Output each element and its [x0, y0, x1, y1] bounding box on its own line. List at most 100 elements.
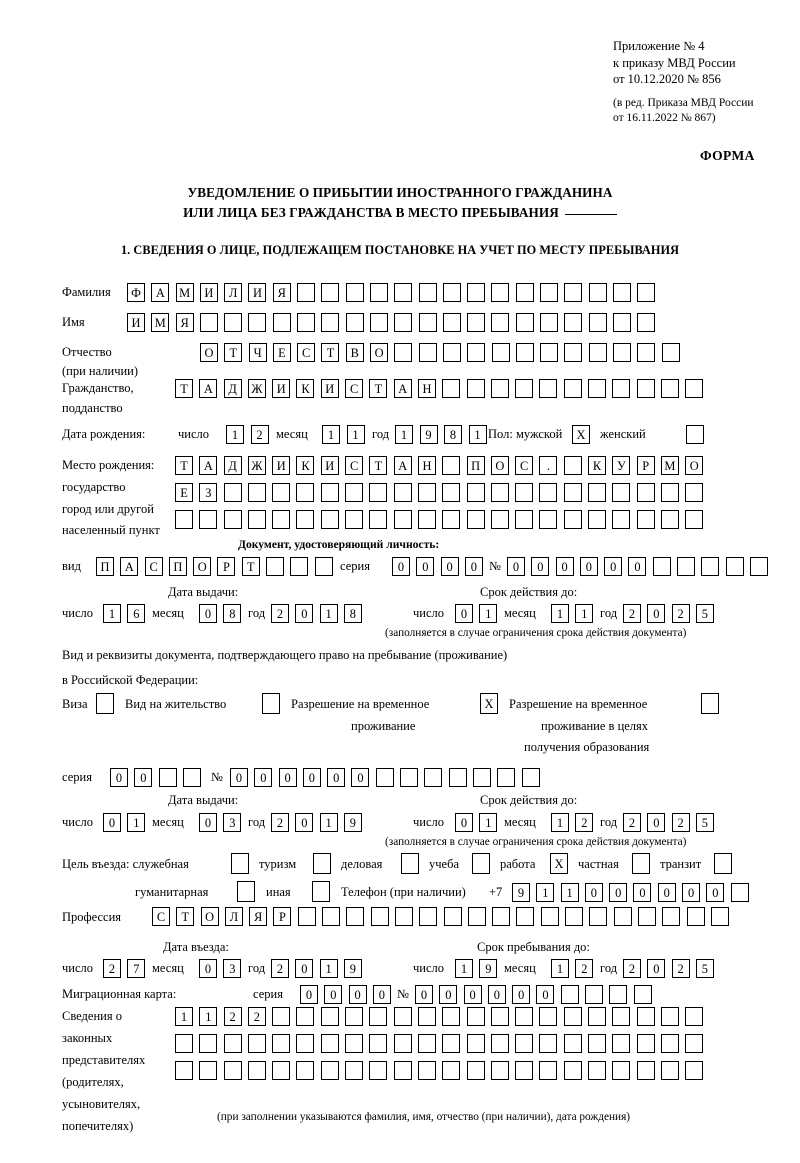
char-box[interactable] [588, 313, 607, 332]
char-box[interactable]: Е [175, 483, 193, 502]
char-box[interactable]: 5 [695, 959, 714, 978]
char-box[interactable] [613, 907, 632, 926]
char-box[interactable]: 0 [531, 557, 550, 576]
char-box[interactable] [296, 1007, 315, 1026]
char-box[interactable] [467, 313, 486, 332]
char-box[interactable]: Т [241, 557, 260, 576]
char-box[interactable]: 1 [551, 813, 569, 832]
char-box[interactable] [612, 1061, 631, 1080]
char-box[interactable] [321, 283, 340, 302]
char-box[interactable] [539, 483, 558, 502]
purpose-work-checkbox[interactable]: X [550, 853, 568, 874]
char-box[interactable] [612, 1007, 631, 1026]
char-box[interactable]: 5 [695, 604, 714, 623]
char-box[interactable] [652, 557, 671, 576]
char-box[interactable] [563, 1007, 582, 1026]
char-box[interactable]: Я [175, 313, 194, 332]
char-box[interactable] [490, 1034, 509, 1053]
char-box[interactable] [466, 1034, 485, 1053]
char-box[interactable] [297, 313, 316, 332]
char-box[interactable] [515, 283, 534, 302]
char-box[interactable] [394, 283, 413, 302]
char-box[interactable] [199, 1034, 218, 1053]
char-box[interactable]: 0 [110, 768, 128, 787]
purpose-tourism-checkbox[interactable] [313, 853, 331, 874]
char-box[interactable] [394, 343, 413, 362]
char-box[interactable] [585, 985, 604, 1004]
char-box[interactable]: 0 [415, 985, 433, 1004]
char-box[interactable]: 1 [199, 1007, 218, 1026]
char-box[interactable]: П [168, 557, 187, 576]
char-box[interactable] [375, 768, 394, 787]
char-box[interactable] [182, 768, 201, 787]
char-box[interactable] [345, 283, 364, 302]
char-box[interactable]: 0 [327, 768, 346, 787]
char-box[interactable] [516, 907, 535, 926]
char-box[interactable]: 1 [226, 425, 244, 444]
char-box[interactable]: Д [223, 379, 242, 398]
char-box[interactable] [490, 483, 509, 502]
char-box[interactable] [223, 1061, 242, 1080]
char-box[interactable] [345, 1007, 364, 1026]
char-box[interactable]: Ж [247, 456, 266, 475]
char-box[interactable] [636, 483, 655, 502]
char-box[interactable] [589, 907, 608, 926]
char-box[interactable]: 0 [657, 883, 676, 902]
char-box[interactable]: 0 [706, 883, 725, 902]
char-box[interactable] [563, 483, 582, 502]
char-box[interactable]: 0 [584, 883, 603, 902]
char-box[interactable] [346, 907, 365, 926]
char-box[interactable]: А [393, 379, 412, 398]
char-box[interactable] [369, 510, 388, 529]
char-box[interactable]: Р [636, 456, 655, 475]
char-box[interactable]: 0 [682, 883, 701, 902]
char-box[interactable] [540, 907, 559, 926]
char-box[interactable] [272, 510, 291, 529]
char-box[interactable] [515, 1034, 534, 1053]
char-box[interactable] [224, 313, 243, 332]
birth-place-input-row-3[interactable] [175, 510, 710, 529]
char-box[interactable] [393, 1007, 412, 1026]
char-box[interactable]: 0 [416, 557, 435, 576]
char-box[interactable] [660, 483, 679, 502]
char-box[interactable]: Д [223, 456, 242, 475]
char-box[interactable] [588, 343, 607, 362]
char-box[interactable] [564, 313, 583, 332]
char-box[interactable]: В [345, 343, 364, 362]
char-box[interactable]: О [685, 456, 704, 475]
char-box[interactable]: 2 [671, 813, 690, 832]
char-box[interactable]: Т [176, 907, 195, 926]
char-box[interactable]: 0 [604, 557, 623, 576]
char-box[interactable]: 1 [322, 425, 340, 444]
char-box[interactable]: 0 [440, 557, 459, 576]
char-box[interactable]: 0 [512, 985, 531, 1004]
char-box[interactable] [369, 1034, 388, 1053]
char-box[interactable] [158, 768, 177, 787]
char-box[interactable] [636, 1034, 655, 1053]
char-box[interactable] [467, 283, 486, 302]
char-box[interactable] [419, 907, 438, 926]
char-box[interactable]: 8 [343, 604, 362, 623]
char-box[interactable] [515, 483, 534, 502]
char-box[interactable]: 1 [455, 959, 473, 978]
char-box[interactable]: 0 [455, 604, 473, 623]
char-box[interactable]: О [370, 343, 389, 362]
char-box[interactable]: Я [272, 283, 291, 302]
char-box[interactable]: П [466, 456, 485, 475]
char-box[interactable] [472, 768, 491, 787]
char-box[interactable] [272, 1061, 291, 1080]
char-box[interactable] [442, 456, 461, 475]
char-box[interactable]: 0 [628, 557, 647, 576]
char-box[interactable] [345, 510, 364, 529]
char-box[interactable] [563, 510, 582, 529]
